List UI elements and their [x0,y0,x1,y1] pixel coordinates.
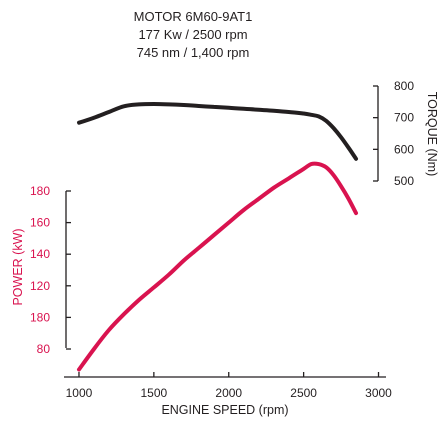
torque-curve [77,102,358,161]
power-axis: 180 160 140 120 180 80 POWER (kW) [11,184,71,356]
torque-tick-label: 500 [394,174,414,188]
x-tick-label: 3000 [365,386,392,400]
power-axis-label: POWER (kW) [11,228,25,305]
torque-tick-label: 600 [394,142,414,156]
power-tick-label: 180 [30,310,50,324]
power-tick-label: 140 [30,247,50,261]
power-tick-label: 80 [37,342,51,356]
engine-speed-axis: 1000 1500 2000 2500 3000 ENGINE SPEED (rpm) [64,372,392,417]
torque-axis-label: TORQUE (Nm) [425,92,439,177]
x-tick-label: 1500 [141,386,168,400]
x-tick-label: 1000 [66,386,93,400]
power-curve [77,161,358,372]
title-line: 177 Kw / 2500 rpm [138,27,247,42]
power-tick-label: 160 [30,216,50,230]
power-tick-label: 120 [30,279,50,293]
x-axis-label: ENGINE SPEED (rpm) [161,403,288,417]
x-tick-label: 2500 [290,386,317,400]
torque-tick-label: 700 [394,111,414,125]
torque-axis: 800 700 600 500 TORQUE (Nm) [373,79,439,188]
power-tick-label: 180 [30,184,50,198]
series-layer [77,102,358,372]
title-line: MOTOR 6M60-9AT1 [134,9,253,24]
chart-title: MOTOR 6M60-9AT1 177 Kw / 2500 rpm 745 nm /… [134,9,253,60]
x-tick-label: 2000 [215,386,242,400]
torque-tick-label: 800 [394,79,414,93]
title-line: 745 nm / 1,400 rpm [137,45,250,60]
